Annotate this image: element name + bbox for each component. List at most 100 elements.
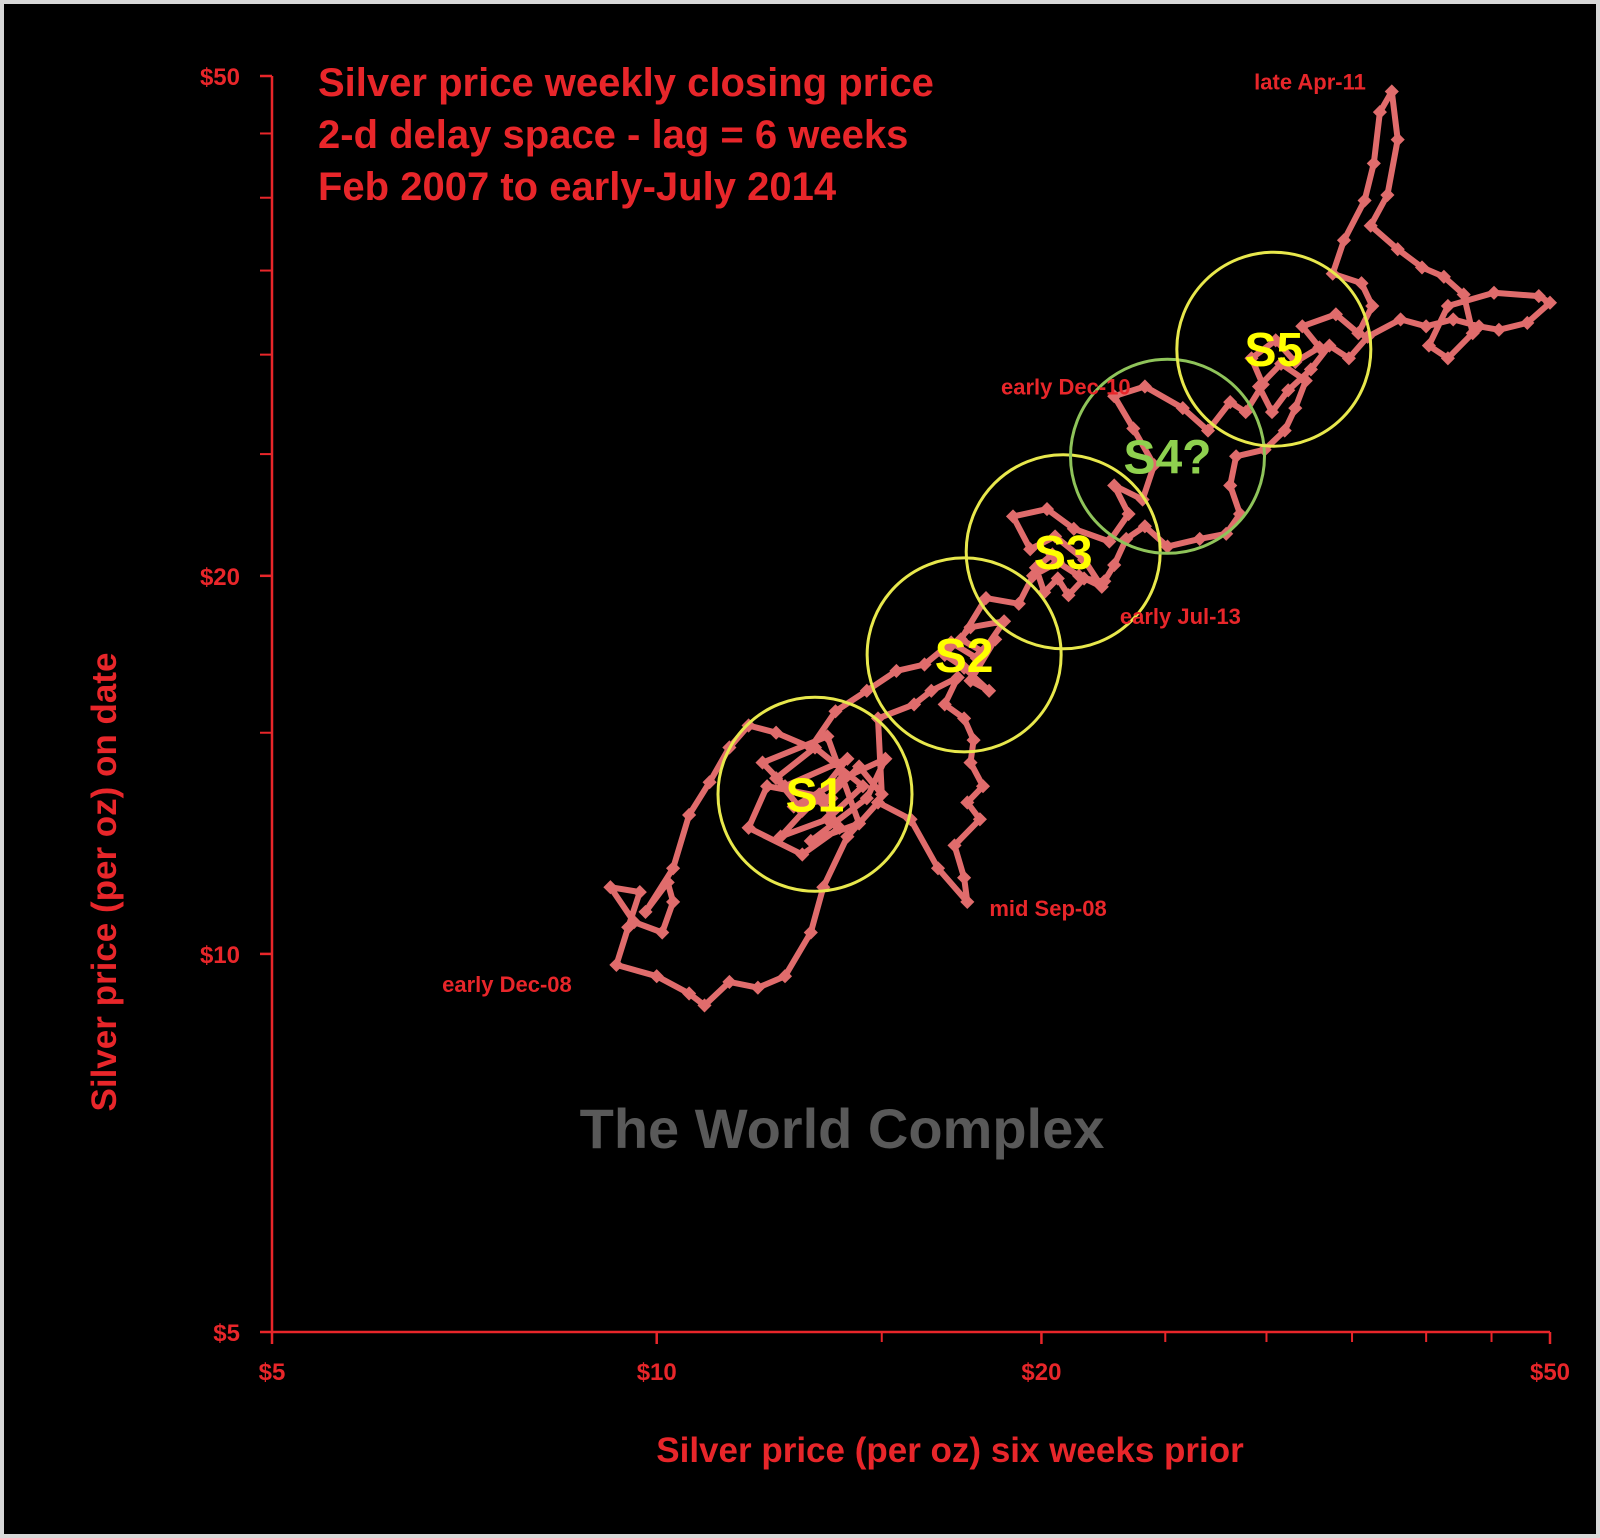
y-tick-label: $5	[213, 1320, 240, 1347]
data-point	[1238, 405, 1253, 420]
data-point	[1288, 354, 1303, 370]
data-point	[741, 820, 756, 835]
data-point	[966, 733, 981, 748]
data-point	[603, 880, 618, 895]
data-point	[638, 904, 653, 919]
data-point	[773, 829, 788, 844]
data-point	[1520, 315, 1535, 330]
data-point	[1107, 478, 1122, 493]
data-point	[1354, 276, 1369, 291]
data-point	[1045, 547, 1060, 562]
data-point	[1471, 319, 1487, 334]
data-point	[1175, 401, 1190, 416]
data-point	[1303, 362, 1318, 377]
data-point	[1341, 351, 1356, 366]
data-point	[1322, 338, 1337, 353]
region-circle	[1175, 250, 1373, 448]
data-point	[1011, 596, 1026, 611]
data-point	[963, 620, 978, 635]
annotation-label: early Jul-13	[1120, 604, 1241, 629]
data-point	[1372, 105, 1387, 120]
data-point	[975, 644, 991, 659]
data-point	[1440, 298, 1455, 314]
data-point	[963, 755, 978, 770]
data-point	[1390, 242, 1405, 257]
data-point	[1048, 529, 1063, 544]
data-point	[1436, 269, 1451, 284]
data-point	[1264, 405, 1280, 420]
data-point	[1384, 84, 1399, 99]
data-point	[702, 775, 717, 790]
region-circle	[1068, 357, 1266, 555]
region-label: S2	[935, 630, 994, 683]
data-point	[1077, 571, 1092, 586]
data-point	[1288, 401, 1303, 416]
data-point	[950, 670, 965, 685]
x-tick-label: $20	[1021, 1359, 1061, 1386]
watermark: The World Complex	[580, 1097, 1105, 1160]
data-point	[1363, 218, 1378, 233]
data-point	[1380, 187, 1395, 203]
data-point	[836, 771, 851, 786]
data-point	[828, 704, 843, 719]
data-point	[1421, 338, 1436, 353]
data-point	[840, 829, 855, 844]
y-tick-label: $20	[200, 564, 240, 591]
data-point	[972, 812, 987, 827]
y-axis-label: Silver price (per oz) on date	[85, 653, 124, 1112]
data-point	[682, 807, 697, 823]
y-tick-label: $50	[200, 64, 240, 91]
data-point	[649, 969, 664, 984]
data-point	[786, 799, 801, 814]
data-point	[660, 875, 675, 890]
chart-title: Silver price weekly closing price 2-d de…	[318, 61, 934, 209]
data-point	[666, 894, 681, 909]
data-point	[1274, 356, 1289, 371]
region-circle	[865, 556, 1063, 754]
data-point	[627, 915, 642, 930]
data-point	[1097, 574, 1112, 589]
data-point	[1295, 319, 1310, 334]
data-point	[1390, 132, 1405, 147]
data-point	[769, 725, 784, 740]
data-point	[1542, 295, 1558, 310]
data-point	[982, 683, 997, 698]
delay-space-chart: Silver price weekly closing price 2-d de…	[85, 61, 1570, 1470]
data-point	[1223, 395, 1238, 410]
data-point	[859, 683, 874, 698]
region-label: S3	[1034, 527, 1093, 580]
data-point	[816, 795, 831, 810]
data-point	[937, 647, 952, 662]
x-tick-label: $5	[259, 1359, 286, 1386]
data-point	[803, 740, 818, 755]
annotation-label: early Dec-10	[1001, 374, 1131, 399]
data-point	[870, 795, 886, 810]
data-point	[1200, 423, 1216, 438]
data-point	[924, 683, 939, 698]
data-point	[795, 847, 810, 862]
data-point	[1328, 307, 1343, 322]
data-point	[820, 812, 835, 827]
data-point	[1126, 421, 1141, 436]
data-point	[878, 751, 893, 766]
data-point	[960, 795, 975, 810]
data-point	[859, 791, 874, 806]
data-point	[832, 820, 847, 835]
data-point	[609, 957, 624, 972]
y-tick-label: $10	[200, 942, 240, 969]
region-circle	[716, 695, 914, 893]
data-point	[1365, 298, 1380, 314]
data-point	[947, 838, 962, 853]
data-point	[803, 833, 818, 849]
data-point	[917, 657, 932, 672]
data-point	[722, 974, 737, 989]
data-point	[1419, 319, 1434, 334]
annotation-label: late Apr-11	[1254, 69, 1366, 94]
data-point	[1121, 506, 1136, 522]
data-point	[1336, 233, 1352, 248]
data-point	[1357, 193, 1372, 208]
data-point	[1486, 285, 1502, 300]
data-point	[1414, 260, 1430, 275]
data-point	[1137, 379, 1152, 394]
